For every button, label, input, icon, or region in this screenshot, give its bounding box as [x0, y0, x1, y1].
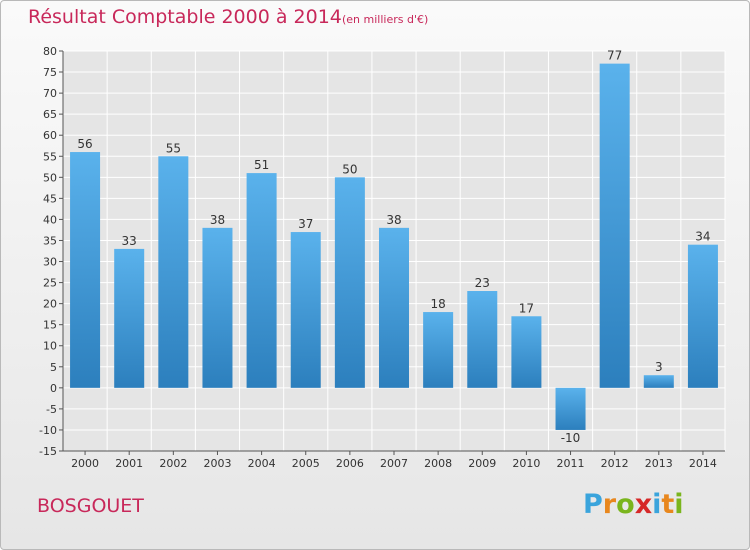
- data-label: 23: [475, 276, 490, 290]
- data-label: 34: [695, 230, 710, 244]
- x-tick-label: 2006: [336, 457, 364, 470]
- x-tick-label: 2008: [424, 457, 452, 470]
- data-label: 56: [77, 137, 92, 151]
- data-label: 50: [342, 162, 357, 176]
- y-tick-label: 75: [43, 66, 57, 79]
- brand-logo[interactable]: Proxiti: [583, 489, 684, 520]
- bar: [511, 316, 542, 388]
- x-tick-label: 2011: [557, 457, 585, 470]
- y-tick-label: 60: [43, 129, 57, 142]
- y-tick-label: 65: [43, 108, 57, 121]
- data-label: 55: [166, 141, 181, 155]
- x-tick-label: 2013: [645, 457, 673, 470]
- bar: [378, 227, 410, 388]
- bar: [467, 291, 498, 388]
- data-label: 77: [607, 49, 622, 63]
- y-tick-label: -5: [46, 403, 57, 416]
- bar: [202, 227, 233, 388]
- data-label: 38: [386, 213, 401, 227]
- x-tick-label: 2002: [159, 457, 187, 470]
- data-label: 17: [519, 301, 534, 315]
- y-tick-label: 45: [43, 192, 57, 205]
- y-tick-label: 40: [43, 213, 57, 226]
- data-label: 51: [254, 158, 269, 172]
- x-tick-label: 2003: [203, 457, 231, 470]
- brand-letter: x: [634, 489, 653, 520]
- y-tick-label: 25: [43, 277, 57, 290]
- chart-title: Résultat Comptable 2000 à 2014: [28, 6, 342, 28]
- y-tick-label: 35: [43, 234, 57, 247]
- bar: [555, 387, 586, 430]
- data-label: 3: [655, 360, 663, 374]
- brand-letter: i: [674, 489, 684, 520]
- data-label: 18: [430, 297, 445, 311]
- bar: [246, 173, 277, 388]
- y-tick-label: -10: [39, 424, 57, 437]
- y-tick-label: 70: [43, 87, 57, 100]
- data-label: 38: [210, 213, 225, 227]
- data-label: 37: [298, 217, 313, 231]
- bar: [290, 232, 321, 388]
- y-tick-label: 55: [43, 150, 57, 163]
- x-tick-label: 2001: [115, 457, 143, 470]
- y-tick-label: 15: [43, 319, 57, 332]
- x-tick-label: 2007: [380, 457, 408, 470]
- y-tick-label: -15: [39, 445, 57, 458]
- bar: [158, 156, 189, 388]
- x-tick-label: 2009: [468, 457, 496, 470]
- chart-subtitle: (en milliers d'€): [342, 13, 429, 26]
- bar: [599, 63, 630, 388]
- x-tick-label: 2010: [512, 457, 540, 470]
- bar: [687, 244, 718, 388]
- brand-letter: i: [652, 489, 662, 520]
- brand-letter: r: [602, 489, 617, 520]
- x-tick-label: 2014: [689, 457, 717, 470]
- x-tick-label: 2004: [248, 457, 276, 470]
- y-tick-label: 20: [43, 298, 57, 311]
- bars: 56 33 55 38 51 37 50 38 18 23 17 -10 77 3 34: [70, 49, 718, 445]
- x-tick-label: 2000: [71, 457, 99, 470]
- y-tick-label: 0: [50, 382, 57, 395]
- data-label: -10: [561, 431, 581, 445]
- x-tick-label: 2012: [601, 457, 629, 470]
- x-tick-label: 2005: [292, 457, 320, 470]
- brand-letter: t: [661, 489, 675, 520]
- bar: [643, 375, 674, 388]
- brand-letter: o: [616, 489, 635, 520]
- bar: [114, 248, 145, 388]
- data-label: 33: [122, 234, 137, 248]
- bar: [423, 312, 454, 388]
- axes: 80757065605550454035302520151050-5-10-15…: [39, 45, 725, 470]
- y-tick-label: 80: [43, 45, 57, 58]
- bar: [70, 152, 101, 388]
- y-tick-label: 50: [43, 171, 57, 184]
- bar: [334, 177, 365, 388]
- y-tick-label: 30: [43, 256, 57, 269]
- y-tick-label: 10: [43, 340, 57, 353]
- commune-name: BOSGOUET: [37, 495, 144, 517]
- y-tick-label: 5: [50, 361, 57, 374]
- brand-letter: P: [583, 489, 603, 520]
